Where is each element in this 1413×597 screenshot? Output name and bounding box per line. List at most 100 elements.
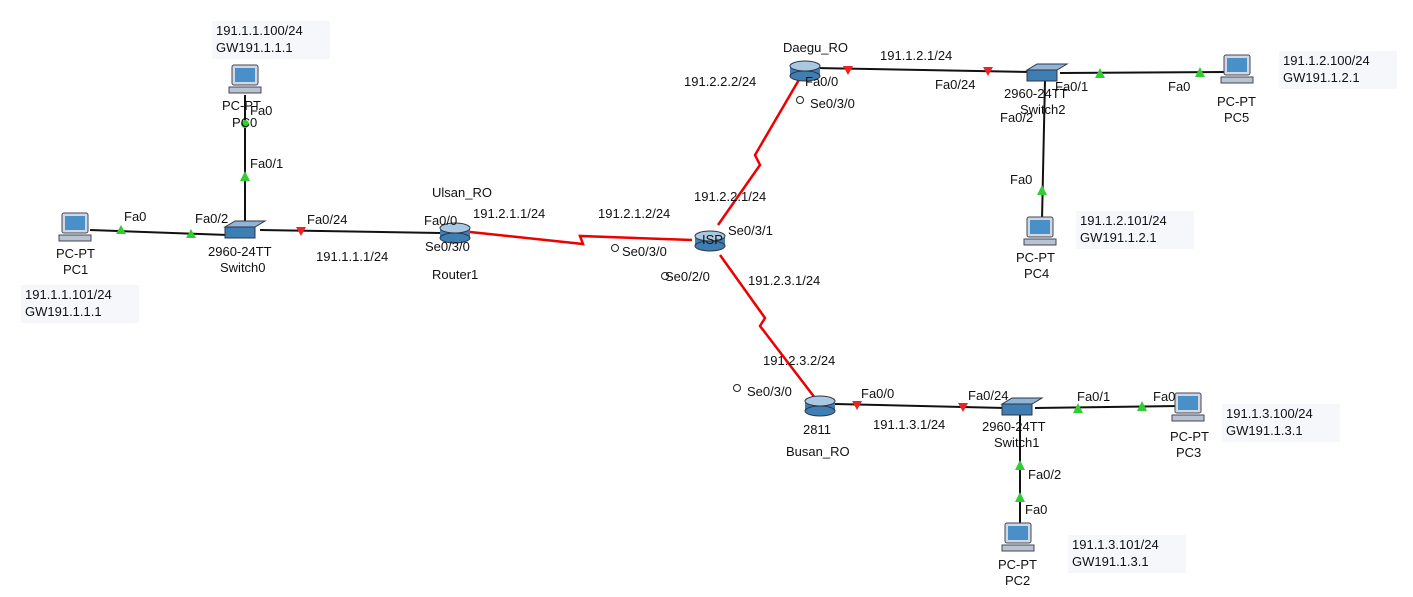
pc-screen (1008, 526, 1028, 540)
pc-base (228, 86, 262, 94)
port-label: Fa0/24 (935, 77, 975, 92)
ip-label: 191.2.1.1/24 (473, 206, 545, 221)
note-text: 191.1.3.101/24 (1072, 537, 1159, 552)
switch-body (1026, 69, 1058, 82)
ip-label: 191.1.2.1/24 (880, 48, 952, 63)
ip-label: 191.1.1.1/24 (316, 249, 388, 264)
switch-top (1025, 63, 1069, 71)
clock-icon (733, 384, 741, 392)
pc-base (1171, 414, 1205, 422)
device-label: Router1 (432, 267, 478, 282)
device-label: PC3 (1176, 445, 1201, 460)
port-label: Se0/3/0 (622, 244, 667, 259)
note-box (1279, 51, 1397, 89)
router-bottom (804, 405, 836, 417)
port-label: Fa0/0 (861, 386, 894, 401)
device-label: Daegu_RO (783, 40, 848, 55)
port-label: Fa0 (1025, 502, 1047, 517)
links (89, 67, 1226, 528)
port-up (241, 120, 249, 128)
port-label: Se0/3/0 (425, 239, 470, 254)
port-up (1195, 67, 1205, 77)
device-label: 2960-24TT (982, 419, 1046, 434)
device-label: PC-PT (56, 246, 95, 261)
pc-screen (1178, 396, 1198, 410)
pc-screen (235, 68, 255, 82)
link (1041, 79, 1046, 221)
pc-base (1001, 544, 1035, 552)
device-label: Switch2 (1020, 102, 1066, 117)
port-label: Fa0/2 (1000, 110, 1033, 125)
ip-label: 191.2.2.2/24 (684, 74, 756, 89)
port-down (983, 67, 993, 76)
port-label: Se0/3/0 (810, 96, 855, 111)
port-markers (116, 66, 1205, 502)
router-top (439, 222, 471, 234)
port-label: Fa0/1 (250, 156, 283, 171)
device-label: Switch1 (994, 435, 1040, 450)
port-label: Se0/3/0 (747, 384, 792, 399)
device-label: 2960-24TT (208, 244, 272, 259)
link (89, 229, 229, 236)
note-box (1222, 404, 1340, 442)
port-label: Fa0/1 (1077, 389, 1110, 404)
port-up (1015, 460, 1025, 470)
device-label: PC-PT (1170, 429, 1209, 444)
port-up (116, 225, 126, 234)
clock-icon (661, 272, 669, 280)
port-label: Fa0 (1168, 79, 1190, 94)
port-label: Fa0 (1010, 172, 1032, 187)
router-top (694, 230, 726, 242)
serial-link (469, 230, 693, 246)
serial-link (716, 77, 802, 226)
link (1034, 405, 1179, 409)
port-label: Fa0/1 (1055, 79, 1088, 94)
port-down (843, 66, 853, 75)
device-label: ISP (702, 232, 723, 247)
router-top (804, 395, 836, 407)
port-down (852, 401, 862, 410)
device-label: PC0 (232, 115, 257, 130)
ip-label: 191.2.3.1/24 (748, 273, 820, 288)
note-text: GW191.1.1.1 (25, 304, 102, 319)
ip-label: 191.2.1.2/24 (598, 206, 670, 221)
port-down (958, 403, 968, 412)
devices (58, 54, 1254, 552)
pc-screen (1030, 220, 1050, 234)
ip-label: 191.2.3.2/24 (763, 353, 835, 368)
device-label: PC4 (1024, 266, 1049, 281)
note-text: 191.1.1.100/24 (216, 23, 303, 38)
port-up (186, 229, 196, 238)
note-text: GW191.1.3.1 (1226, 423, 1303, 438)
note-text: GW191.1.2.1 (1283, 70, 1360, 85)
port-label: Fa0/24 (968, 388, 1008, 403)
port-label: Fa0/2 (1028, 467, 1061, 482)
port-label: Se0/3/1 (728, 223, 773, 238)
switch-body (224, 226, 256, 239)
note-text: GW191.1.3.1 (1072, 554, 1149, 569)
pc-base (1023, 238, 1057, 246)
note-box (212, 21, 330, 59)
device-label: 2960-24TT (1004, 86, 1068, 101)
note-text: 191.1.2.101/24 (1080, 213, 1167, 228)
link (834, 403, 1006, 409)
port-label: Se0/2/0 (665, 269, 710, 284)
device-label: Busan_RO (786, 444, 850, 459)
ip-label: 191.1.3.1/24 (873, 417, 945, 432)
device-label: PC2 (1005, 573, 1030, 588)
port-label: Fa0 (124, 209, 146, 224)
device-label: PC-PT (1016, 250, 1055, 265)
pc-screen (65, 216, 85, 230)
device-label: 2811 (803, 422, 831, 437)
port-up (1037, 185, 1047, 195)
port-up (1015, 492, 1025, 502)
clock-icon (796, 96, 804, 104)
switch-body (1001, 403, 1033, 416)
port-up (1073, 403, 1083, 413)
port-label: Fa0 (250, 103, 272, 118)
device-label: PC-PT (222, 98, 261, 113)
pc-screen (1227, 58, 1247, 72)
port-up (240, 171, 250, 181)
port-label: Fa0/0 (424, 213, 457, 228)
switch-top (223, 220, 267, 228)
